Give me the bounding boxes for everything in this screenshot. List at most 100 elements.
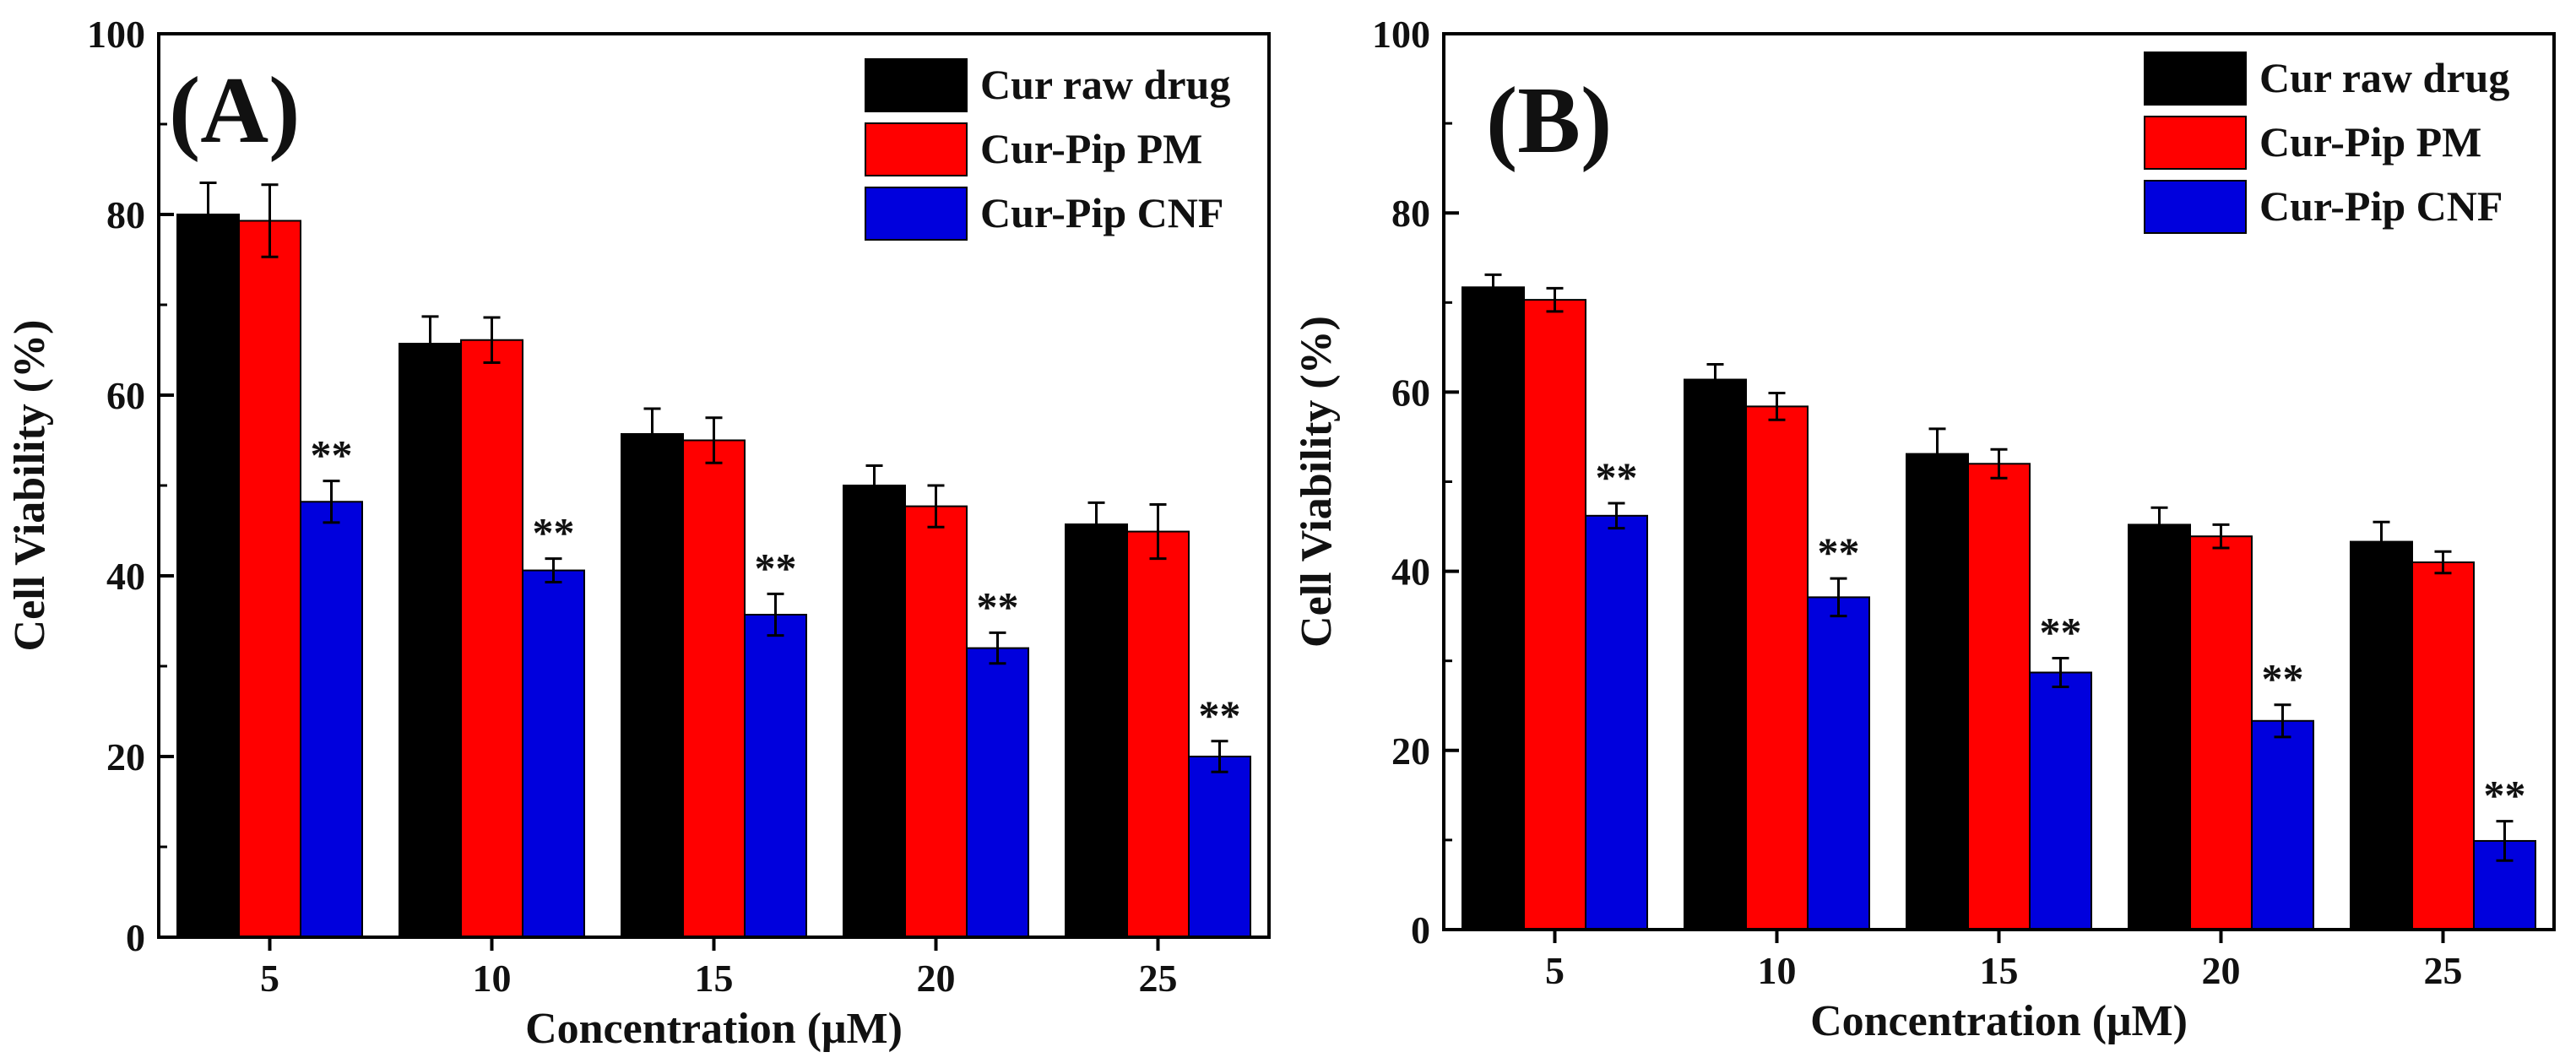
error-bar — [1706, 363, 1724, 397]
y-axis-title: Cell Viability (%) — [1293, 316, 1341, 648]
bar — [1065, 523, 1128, 938]
bar — [1967, 463, 2031, 930]
error-bar — [767, 592, 784, 637]
bar — [966, 647, 1029, 938]
error-bar — [421, 315, 439, 372]
x-tick-label: 20 — [2202, 949, 2241, 992]
significance-label: ** — [1199, 691, 1241, 739]
significance-label: ** — [2040, 609, 2082, 656]
error-bar — [1149, 502, 1167, 561]
error-bar — [2212, 523, 2230, 550]
error-bar — [1768, 391, 1786, 421]
significance-label: ** — [755, 544, 797, 591]
y-axis-title: Cell Viability (%) — [6, 320, 54, 652]
bar — [2189, 535, 2253, 930]
error-bar — [2373, 520, 2390, 563]
legend-swatch — [865, 187, 968, 241]
error-bar — [2052, 657, 2069, 688]
x-tick-label: 15 — [1980, 949, 2019, 992]
y-tick-label: 80 — [1391, 192, 1430, 235]
y-tick-label: 0 — [126, 916, 145, 959]
bar — [744, 614, 807, 938]
error-bar — [323, 480, 340, 524]
legend-label: Cur-Pip PM — [980, 125, 1202, 172]
error-bar — [1546, 286, 1564, 313]
y-tick-label: 60 — [106, 374, 145, 417]
x-tick-label: 15 — [695, 957, 734, 1000]
legend-swatch — [2144, 52, 2247, 106]
error-bar — [261, 183, 279, 258]
error-bar — [2496, 820, 2514, 862]
bar — [1462, 286, 1525, 930]
bar — [682, 439, 746, 938]
legend-label: Cur raw drug — [2259, 54, 2509, 101]
bar — [522, 569, 585, 939]
y-tick-label: 100 — [87, 13, 145, 56]
significance-label: ** — [311, 431, 353, 479]
chart-panel-a: ** ** ** ** ** 0 20 40 60 80 100 5 10 15 20 25 Concentra… — [6, 13, 1271, 1053]
error-bar — [1928, 427, 1946, 480]
legend-label: Cur raw drug — [980, 61, 1230, 108]
bar — [460, 339, 523, 939]
x-tick-label: 20 — [917, 957, 956, 1000]
error-bar — [545, 557, 562, 583]
significance-label: ** — [1596, 453, 1638, 501]
error-bar — [199, 182, 217, 247]
error-bar — [2150, 506, 2168, 544]
legend-swatch — [865, 122, 968, 176]
bar — [176, 214, 240, 938]
bar — [2251, 719, 2314, 930]
legend-label: Cur-Pip CNF — [980, 189, 1223, 236]
legend-swatch — [865, 58, 968, 112]
significance-label: ** — [1818, 529, 1860, 576]
error-bar — [865, 464, 883, 507]
error-bar — [483, 316, 501, 364]
bar — [1745, 405, 1809, 931]
y-tick-label: 80 — [106, 193, 145, 236]
bar — [1585, 514, 1648, 930]
x-axis-title: Concentration (μM) — [525, 1005, 903, 1053]
legend-label: Cur-Pip CNF — [2259, 182, 2503, 230]
error-bar — [1087, 501, 1105, 548]
error-bar — [1484, 273, 1502, 301]
bar — [2029, 671, 2092, 930]
y-tick-label: 100 — [1372, 13, 1430, 56]
bar — [2350, 540, 2413, 930]
y-tick-label: 20 — [1391, 729, 1430, 773]
bar — [1684, 378, 1747, 930]
significance-label: ** — [533, 509, 575, 556]
panel-label: (A) — [169, 58, 300, 163]
error-bar — [2274, 703, 2291, 739]
x-tick-label: 5 — [260, 957, 279, 1000]
significance-label: ** — [977, 583, 1019, 630]
x-tick-label: 10 — [1758, 949, 1797, 992]
bar — [2128, 523, 2191, 930]
bar — [1807, 596, 1870, 931]
bar — [904, 505, 968, 938]
panel-label: (B) — [1486, 68, 1612, 173]
bar — [621, 433, 684, 938]
chart-panel-b: ** ** ** ** ** 0 20 40 60 80 100 5 10 15 20 25 Concentra… — [1293, 13, 2556, 1045]
bar — [238, 220, 301, 938]
x-tick-label: 25 — [1139, 957, 1178, 1000]
bar — [1523, 299, 1586, 930]
error-bar — [705, 416, 723, 464]
x-tick-label: 10 — [473, 957, 512, 1000]
y-tick-label: 40 — [106, 555, 145, 598]
error-bar — [927, 484, 945, 529]
bar — [1126, 530, 1190, 938]
y-tick-label: 60 — [1391, 371, 1430, 414]
legend-label: Cur-Pip PM — [2259, 118, 2481, 165]
x-tick-label: 5 — [1545, 949, 1565, 992]
x-tick-label: 25 — [2424, 949, 2463, 992]
significance-label: ** — [2484, 772, 2526, 819]
legend-swatch — [2144, 116, 2247, 170]
bar — [1188, 756, 1251, 938]
x-axis-title: Concentration (μM) — [1810, 997, 2188, 1045]
bar — [300, 501, 363, 938]
bar — [399, 343, 462, 938]
bar — [2411, 561, 2475, 930]
error-bar — [1211, 740, 1228, 773]
error-bar — [1608, 502, 1625, 530]
